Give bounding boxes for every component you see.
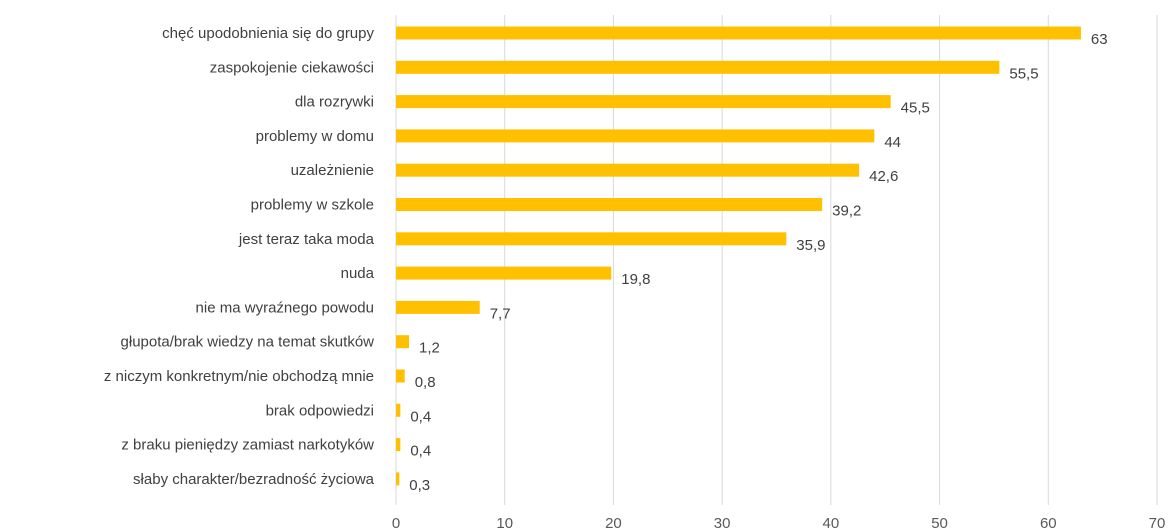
category-label: problemy w domu [256,128,374,145]
x-tick-label: 30 [714,515,731,531]
category-label: brak odpowiedzi [266,402,374,419]
bar [396,404,400,417]
category-label: nuda [341,265,375,282]
bar [396,267,611,280]
category-label: uzależnienie [291,162,374,179]
category-label: jest teraz taka moda [238,231,375,248]
data-label: 19,8 [621,271,650,288]
x-tick-label: 70 [1149,515,1166,531]
data-label: 44 [884,134,901,151]
x-tick-label: 20 [605,515,622,531]
bar [396,27,1081,40]
x-tick-label: 10 [496,515,513,531]
chart-gridlines [396,15,1157,505]
category-label: głupota/brak wiedzy na temat skutków [121,334,375,351]
bar [396,438,400,451]
category-label: słaby charakter/bezradność życiowa [133,471,375,488]
x-tick-label: 60 [1040,515,1057,531]
category-label: nie ma wyraźnego powodu [196,299,374,316]
bar [396,95,891,108]
bar [396,232,786,245]
bar [396,335,409,348]
category-label: chęć upodobnienia się do grupy [162,25,374,42]
data-label: 7,7 [490,305,511,322]
category-labels: chęć upodobnienia się do grupy zaspokojen… [104,25,375,488]
category-label: z niczym konkretnym/nie obchodzą mnie [104,368,374,385]
data-label: 55,5 [1009,65,1038,82]
data-label: 42,6 [869,168,898,185]
bar [396,129,874,142]
bar [396,61,999,74]
category-label: zaspokojenie ciekawości [210,59,374,76]
bar [396,164,859,177]
bar [396,370,405,383]
data-label: 0,4 [410,443,431,460]
data-label: 35,9 [796,237,825,254]
data-label: 0,3 [409,477,430,494]
data-label: 39,2 [832,203,861,220]
category-label: z braku pieniędzy zamiast narkotyków [121,437,374,454]
chart-bars [396,27,1081,486]
bar [396,301,480,314]
x-tick-label: 50 [931,515,948,531]
bar [396,472,399,485]
data-label: 63 [1091,31,1108,48]
x-tick-label: 0 [392,515,400,531]
x-tick-label: 40 [823,515,840,531]
bar [396,198,822,211]
data-label: 1,2 [419,340,440,357]
x-axis-tick-labels: 0 10 20 30 40 50 60 70 [392,515,1166,531]
data-label: 0,4 [410,408,431,425]
data-label: 45,5 [901,100,930,117]
data-label: 0,8 [415,374,436,391]
category-label: problemy w szkole [251,197,374,214]
category-label: dla rozrywki [295,94,374,111]
